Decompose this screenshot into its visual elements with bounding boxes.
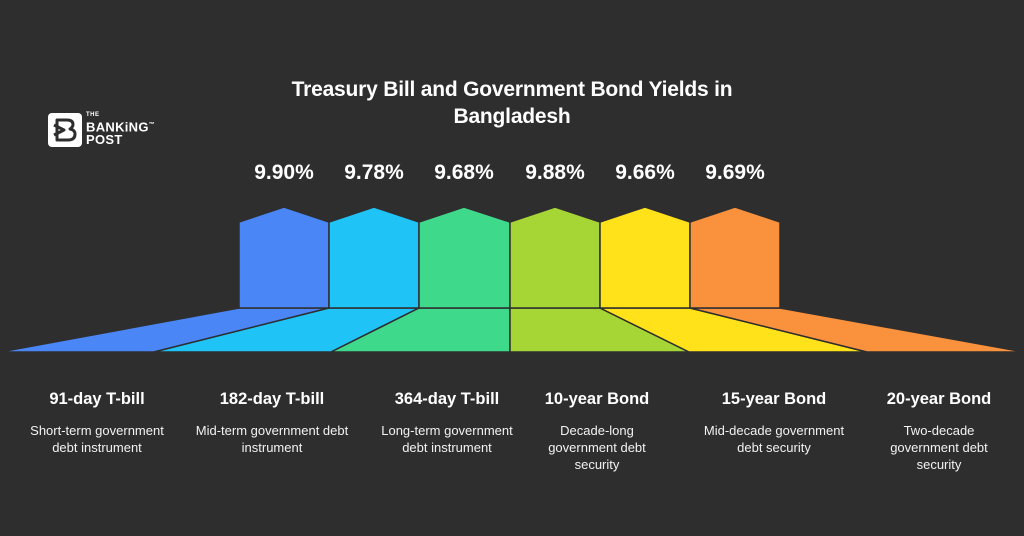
logo-post: POST xyxy=(86,132,123,148)
label-10-year: 10-year Bond xyxy=(544,390,650,408)
label-364-day: 364-day T-bill xyxy=(394,390,500,408)
label-182-day: 182-day T-bill xyxy=(219,390,325,408)
label-15-year: 15-year Bond xyxy=(721,390,827,408)
description-20-year: Two-decade government debt security xyxy=(890,423,988,472)
banking-post-logo: THE BANKiNG™ POST xyxy=(48,112,178,153)
yield-value-10-year: 9.88% xyxy=(525,161,585,184)
banking-post-logo-icon xyxy=(48,113,82,147)
column-20-year xyxy=(689,206,781,309)
description-15-year: Mid-decade government debt security xyxy=(703,423,845,455)
column-10-year xyxy=(509,206,601,309)
description-364-day: Long-term government debt instrument xyxy=(381,423,513,455)
description-10-year: Decade-long government debt security xyxy=(548,423,646,472)
logo-banking-word: BANKiNG xyxy=(86,119,149,135)
label-20-year: 20-year Bond xyxy=(886,390,992,408)
column-364-day xyxy=(418,206,511,309)
label-91-day: 91-day T-bill xyxy=(49,390,145,408)
yield-value-15-year: 9.66% xyxy=(615,161,675,184)
description-182-day: Mid-term government debt instrument xyxy=(195,423,349,455)
yield-value-91-day: 9.90% xyxy=(254,161,314,184)
column-15-year xyxy=(599,206,691,309)
yield-value-364-day: 9.68% xyxy=(434,161,494,184)
description-91-day: Short-term government debt instrument xyxy=(30,423,164,455)
column-91-day xyxy=(238,206,330,309)
diagram-title: Treasury Bill and Government Bond Yields… xyxy=(291,78,733,128)
yield-value-182-day: 9.78% xyxy=(344,161,404,184)
logo-the: THE xyxy=(86,112,100,118)
banking-post-logo-text: THE BANKiNG™ POST xyxy=(86,112,155,146)
logo-banking: BANKiNG™ xyxy=(86,119,155,133)
logo-trademark: ™ xyxy=(148,122,156,128)
column-182-day xyxy=(328,206,420,309)
yield-value-20-year: 9.69% xyxy=(705,161,765,184)
